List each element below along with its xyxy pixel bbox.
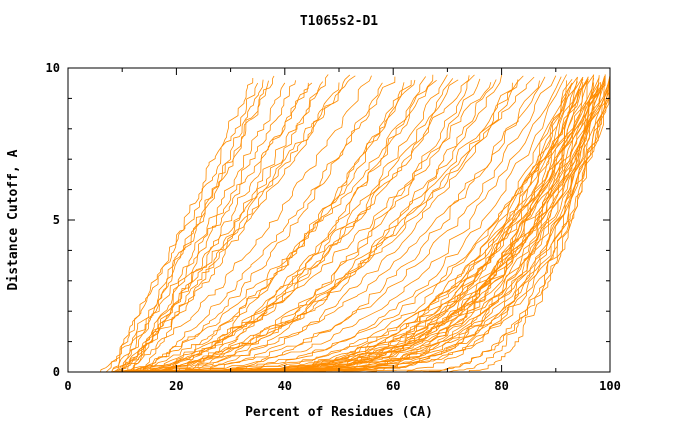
chart-title: T1065s2-D1	[300, 14, 378, 29]
model-curve	[171, 81, 605, 373]
model-curve	[116, 82, 405, 373]
model-curve	[420, 80, 611, 373]
model-curve	[133, 76, 562, 373]
model-curve	[133, 80, 589, 373]
model-curve	[121, 81, 324, 373]
model-curve	[339, 81, 605, 373]
model-curve	[116, 79, 459, 373]
model-curve	[132, 76, 396, 373]
model-curve	[127, 80, 296, 373]
model-curve	[257, 76, 589, 373]
model-curve	[143, 79, 416, 373]
model-curve	[111, 77, 254, 373]
model-curve	[171, 74, 475, 373]
model-curve	[138, 76, 535, 373]
model-curve	[176, 74, 434, 373]
model-curve	[111, 82, 286, 373]
model-curve	[198, 80, 540, 373]
model-curve	[127, 75, 524, 373]
x-axis-label: Percent of Residues (CA)	[245, 405, 433, 420]
model-curve	[209, 75, 605, 373]
model-curve	[312, 82, 601, 373]
x-tick-label: 80	[494, 379, 508, 393]
model-curve	[160, 77, 584, 373]
model-curve	[138, 82, 340, 373]
model-curve	[154, 82, 513, 373]
x-tick-label: 40	[278, 379, 292, 393]
model-curve	[132, 82, 313, 373]
y-tick-label: 10	[46, 61, 60, 75]
y-tick-label: 0	[53, 365, 60, 379]
model-curve	[284, 74, 595, 373]
model-curve	[165, 80, 412, 373]
model-curve	[127, 79, 437, 373]
model-curve	[365, 77, 605, 373]
model-curve	[187, 79, 497, 373]
model-curve	[116, 74, 351, 373]
model-curve	[447, 75, 611, 373]
y-axis-label: Distance Cutoff, A	[6, 149, 21, 290]
model-curve	[160, 78, 454, 373]
model-curve	[100, 80, 269, 373]
x-tick-label: 0	[64, 379, 71, 393]
x-tick-label: 60	[386, 379, 400, 393]
model-curve	[138, 74, 448, 373]
curves-layer	[100, 74, 611, 373]
model-curve	[149, 75, 470, 373]
model-curve	[122, 75, 557, 373]
x-tick-label: 20	[169, 379, 183, 393]
model-curve	[127, 75, 356, 373]
model-curve	[214, 76, 589, 373]
model-curve	[219, 77, 605, 373]
model-curve	[116, 79, 264, 373]
y-tick-label: 5	[53, 213, 60, 227]
model-curve	[111, 75, 372, 373]
model-curve	[116, 76, 546, 373]
model-curve	[122, 82, 383, 373]
x-tick-label: 100	[599, 379, 621, 393]
axes-layer: 0 20 40 60 80 100 0 5 10	[46, 61, 621, 393]
model-curve	[230, 79, 611, 373]
model-curve	[105, 82, 259, 373]
model-curve	[468, 77, 611, 373]
model-curve	[274, 74, 606, 373]
model-curve	[111, 80, 567, 373]
